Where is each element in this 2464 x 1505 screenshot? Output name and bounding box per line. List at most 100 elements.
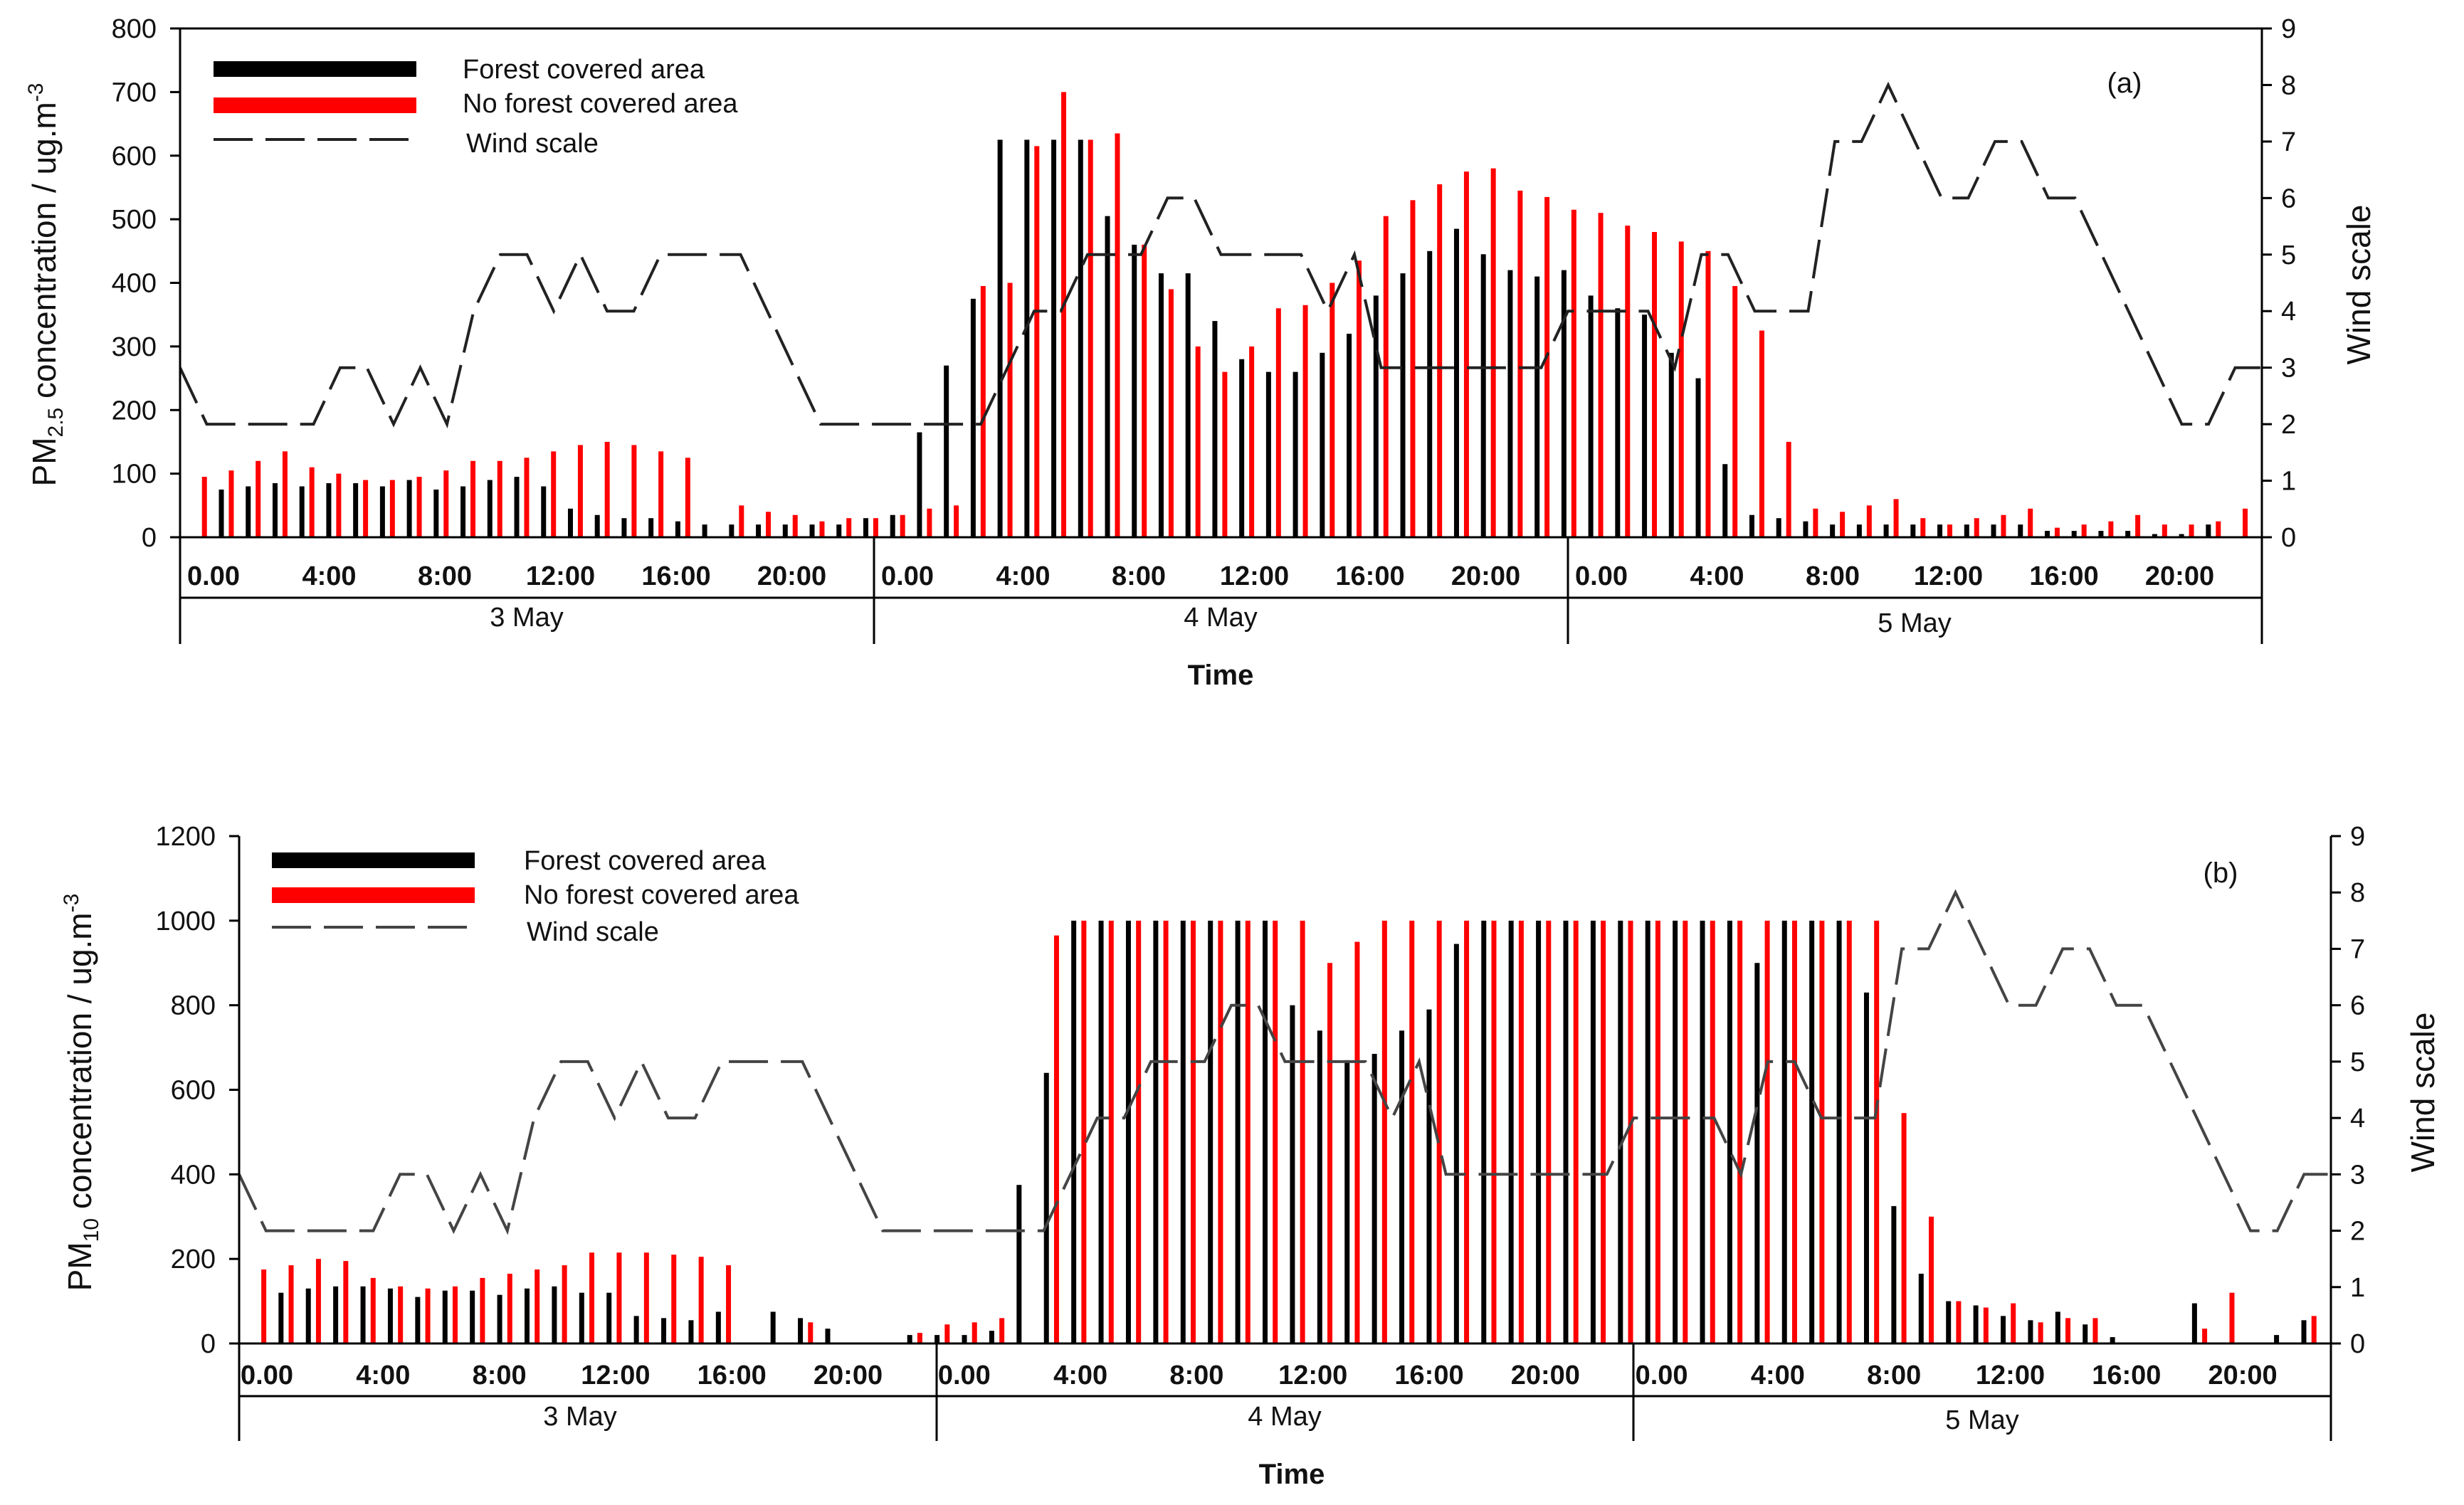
- bar-forest: [1016, 1185, 1022, 1343]
- y2-tick-label: 2: [2281, 410, 2296, 440]
- bar-forest: [524, 1288, 530, 1343]
- chart-a-day-label: 5 May: [1878, 608, 1951, 638]
- bar-forest: [1481, 920, 1487, 1343]
- bar-no-forest: [980, 285, 986, 537]
- bar-no-forest: [1491, 920, 1497, 1343]
- y2-tick-label: 0: [2350, 1329, 2365, 1359]
- bar-forest: [1239, 359, 1245, 537]
- bar-no-forest: [507, 1273, 512, 1343]
- bar-forest: [1507, 270, 1513, 537]
- bar-forest: [606, 1292, 612, 1343]
- bar-no-forest: [792, 514, 798, 537]
- bar-no-forest: [1409, 920, 1415, 1343]
- bar-forest: [989, 1331, 994, 1343]
- bar-no-forest: [1327, 963, 1333, 1343]
- bar-forest: [379, 486, 385, 537]
- x-hour-label: 0.00: [187, 561, 240, 591]
- x-hour-label: 20:00: [1451, 561, 1520, 591]
- chart-b-y-axis-label: PM10 concentration / ug.m-3: [60, 894, 103, 1292]
- bar-no-forest: [900, 514, 905, 537]
- bar-forest: [756, 524, 762, 537]
- x-hour-label: 8:00: [1806, 561, 1860, 591]
- bar-no-forest: [1573, 920, 1579, 1343]
- bar-forest: [1642, 315, 1648, 537]
- chart-b-bars: [261, 920, 2317, 1343]
- bar-no-forest: [999, 1318, 1005, 1343]
- bar-no-forest: [846, 518, 852, 537]
- bar-forest: [1668, 352, 1674, 537]
- bar-forest: [487, 480, 493, 537]
- bar-no-forest: [1273, 920, 1278, 1343]
- x-hour-label: 20:00: [757, 561, 826, 591]
- x-hour-label: 20:00: [814, 1361, 883, 1390]
- bar-no-forest: [1034, 146, 1040, 537]
- y2-tick-label: 8: [2350, 878, 2365, 908]
- y-tick-label: 300: [112, 332, 157, 362]
- bar-no-forest: [1737, 920, 1743, 1343]
- y2-tick-label: 4: [2350, 1104, 2365, 1134]
- bar-no-forest: [2135, 514, 2141, 537]
- bar-no-forest: [927, 508, 932, 537]
- bar-no-forest: [1598, 213, 1604, 537]
- bar-forest: [1400, 273, 1406, 537]
- bar-no-forest: [480, 1277, 485, 1343]
- bar-forest: [621, 518, 627, 537]
- chart-a-y2-axis-label: Wind scale: [2340, 205, 2377, 365]
- bar-no-forest: [398, 1286, 404, 1343]
- bar-no-forest: [1463, 171, 1469, 537]
- bar-no-forest: [1683, 920, 1688, 1343]
- bar-no-forest: [671, 1255, 677, 1343]
- bar-forest: [633, 1316, 639, 1343]
- bar-no-forest: [604, 441, 610, 537]
- bar-forest: [1185, 273, 1191, 537]
- bar-forest: [1399, 1030, 1405, 1343]
- bar-forest: [1973, 1305, 1979, 1343]
- bar-forest: [2098, 531, 2104, 537]
- bar-no-forest: [497, 460, 502, 537]
- bar-forest: [702, 524, 707, 537]
- y2-tick-label: 3: [2350, 1160, 2365, 1190]
- bar-no-forest: [808, 1322, 814, 1343]
- bar-no-forest: [954, 505, 959, 537]
- y-tick-label: 800: [171, 991, 216, 1021]
- bar-no-forest: [336, 473, 342, 537]
- bar-forest: [1536, 920, 1542, 1343]
- bar-forest: [594, 514, 600, 537]
- bar-forest: [1590, 920, 1596, 1343]
- bar-no-forest: [1764, 920, 1770, 1343]
- bar-no-forest: [658, 451, 664, 537]
- chart-a: 0 100 200 300 400 500 600 700 800 0 1 2 3 4 5 6 7 8 9 0.00…: [24, 14, 2377, 691]
- bar-no-forest: [1163, 920, 1169, 1343]
- bar-no-forest: [917, 1333, 922, 1343]
- x-hour-label: 20:00: [1511, 1361, 1580, 1390]
- bar-forest: [470, 1290, 475, 1343]
- legend-label-forest: Forest covered area: [524, 846, 767, 876]
- bar-no-forest: [1956, 1301, 1962, 1343]
- bar-no-forest: [1705, 250, 1711, 537]
- legend-label-wind: Wind scale: [527, 917, 659, 947]
- bar-forest: [1043, 1072, 1049, 1343]
- x-hour-label: 20:00: [2145, 561, 2214, 591]
- bar-no-forest: [1115, 133, 1120, 537]
- bar-forest: [2083, 1324, 2088, 1343]
- chart-b-legend: Forest covered area No forest covered ar…: [272, 846, 799, 947]
- bar-no-forest: [1190, 920, 1196, 1343]
- bar-no-forest: [698, 1257, 704, 1343]
- bar-forest: [1727, 920, 1732, 1343]
- bar-no-forest: [2202, 1329, 2208, 1343]
- legend-label-wind: Wind scale: [466, 129, 599, 159]
- bar-forest: [962, 1335, 967, 1343]
- x-hour-label: 4:00: [302, 561, 356, 591]
- bar-forest: [1722, 464, 1728, 537]
- bar-forest: [1180, 920, 1186, 1343]
- bar-no-forest: [616, 1252, 622, 1343]
- bar-forest: [1344, 1060, 1350, 1343]
- x-hour-label: 0.00: [1636, 1361, 1688, 1390]
- x-hour-label: 0.00: [241, 1361, 293, 1390]
- bar-forest: [219, 489, 224, 537]
- bar-no-forest: [1245, 920, 1251, 1343]
- x-hour-label: 8:00: [1867, 1361, 1921, 1390]
- bar-forest: [944, 365, 949, 537]
- y2-tick-label: 1: [2281, 467, 2296, 497]
- bar-forest: [1700, 920, 1705, 1343]
